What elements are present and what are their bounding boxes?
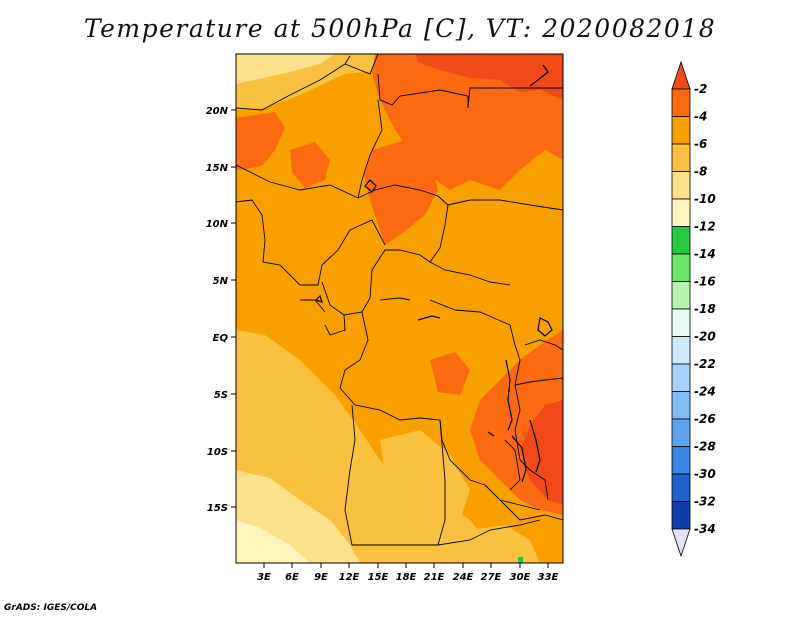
colorbar-bin-m6-m8 [671, 143, 691, 172]
lon-label-33e: 33E [538, 572, 559, 583]
colorbar-label-m14: -14 [694, 247, 716, 261]
field-nw-m8-m10 [236, 54, 335, 84]
lon-label-12e: 12E [339, 572, 360, 583]
lon-label-15e: 15E [368, 572, 389, 583]
colorbar-label-m24: -24 [694, 385, 716, 399]
colorbar-bin-m8-m10 [671, 171, 691, 200]
field-central-m2-m4 [364, 140, 438, 245]
field-west-m2-m4 [236, 112, 285, 170]
lat-label-5s: 5S [214, 390, 228, 401]
colorbar-bin-m20-m22 [671, 336, 691, 365]
colorbar-label-m12: -12 [694, 220, 716, 234]
field-sw-m10-m12 [236, 520, 310, 563]
colorbar-bin-m28-m30 [671, 446, 691, 475]
colorbar [671, 60, 691, 558]
lon-label-24e: 24E [453, 572, 474, 583]
field-green-cell [518, 557, 523, 563]
colorbar-bin-m14-m16 [671, 253, 691, 282]
grads-credit: GrADS: IGES/COLA [4, 603, 98, 613]
colorbar-bin-m10-m12 [671, 198, 691, 227]
colorbar-bin-m16-m18 [671, 281, 691, 310]
lat-label-10n: 10N [206, 219, 229, 230]
colorbar-label-m8: -8 [694, 165, 707, 179]
lon-label-18e: 18E [396, 572, 417, 583]
colorbar-label-m34: -34 [694, 522, 716, 536]
colorbar-label-m10: -10 [694, 192, 716, 206]
colorbar-label-m18: -18 [694, 302, 716, 316]
chart-title: Temperature at 500hPa [C], VT: 202008201… [83, 14, 717, 43]
colorbar-bin-m12-m14 [671, 226, 691, 255]
colorbar-bin-m26-m28 [671, 418, 691, 447]
colorbar-label-m2: -2 [694, 82, 707, 96]
lon-label-6e: 6E [285, 572, 299, 583]
lat-label-10s: 10S [207, 447, 228, 458]
map-frame [235, 53, 564, 564]
lat-label-15n: 15N [206, 163, 229, 174]
lon-label-21e: 21E [424, 572, 445, 583]
field-se-m6-m8 [470, 525, 540, 563]
colorbar-bin-m4-m6 [671, 116, 691, 145]
lakes [314, 64, 553, 483]
colorbar-top-arrow [671, 60, 691, 90]
lat-label-20n: 20N [206, 106, 229, 117]
field-blob-2 [468, 130, 520, 175]
colorbar-bin-m2-m4 [671, 88, 691, 117]
colorbar-label-m28: -28 [694, 440, 716, 454]
colorbar-label-m30: -30 [694, 467, 716, 481]
colorbar-bin-m24-m26 [671, 391, 691, 420]
colorbar-bin-m30-m32 [671, 473, 691, 502]
colorbar-label-m22: -22 [694, 357, 716, 371]
field-blob-1 [290, 142, 330, 188]
colorbar-label-m6: -6 [694, 137, 707, 151]
colorbar-label-m4: -4 [694, 110, 707, 124]
colorbar-label-m16: -16 [694, 275, 716, 289]
colorbar-bottom-arrow [671, 528, 691, 558]
lat-ticks [231, 109, 236, 508]
lon-label-9e: 9E [314, 572, 328, 583]
lat-label-5n: 5N [213, 276, 229, 287]
field-east-core [520, 400, 563, 505]
temperature-field [236, 54, 563, 563]
lat-label-eq: EQ [213, 333, 229, 344]
colorbar-label-m20: -20 [694, 330, 716, 344]
colorbar-bin-m22-m24 [671, 363, 691, 392]
colorbar-bin-m32-m34 [671, 501, 691, 530]
lon-label-3e: 3E [257, 572, 271, 583]
lon-ticks [263, 563, 549, 568]
colorbar-label-m26: -26 [694, 412, 716, 426]
field-s-m6-m8 [380, 430, 470, 530]
field-east-blob [430, 352, 470, 395]
colorbar-bin-m18-m20 [671, 308, 691, 337]
field-ne-core [415, 54, 563, 100]
lon-label-30e: 30E [510, 572, 531, 583]
lon-label-27e: 27E [481, 572, 502, 583]
country-borders [236, 54, 563, 546]
lat-label-15s: 15S [207, 503, 228, 514]
colorbar-label-m32: -32 [694, 495, 716, 509]
